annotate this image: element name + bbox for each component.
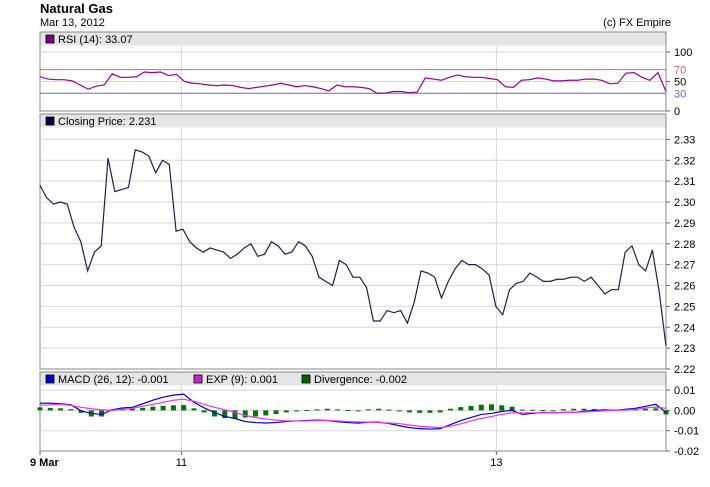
series-line (39, 71, 667, 94)
divergence-bar (550, 410, 556, 412)
y-tick-label: 2.31 (674, 176, 695, 188)
divergence-bar (99, 410, 105, 417)
divergence-bar (150, 406, 156, 411)
divergence-bar (417, 410, 423, 413)
divergence-bar (273, 410, 279, 415)
legend-label: MACD (26, 12): -0.001 (58, 374, 169, 386)
y-tick-label: 2.22 (674, 364, 695, 376)
divergence-bar (355, 410, 361, 412)
divergence-bar (314, 409, 320, 411)
divergence-bar (376, 408, 382, 411)
legend-label: RSI (14): 33.07 (58, 34, 133, 46)
y-tick-label: 0.01 (674, 385, 695, 397)
y-tick-label: -0.01 (674, 426, 699, 438)
divergence-bar (222, 410, 228, 419)
y-tick-label: 2.28 (674, 239, 695, 251)
panel-legend-strip (40, 114, 666, 128)
y-tick-label: 2.32 (674, 155, 695, 167)
legend-label: Divergence: -0.002 (314, 374, 407, 386)
divergence-bar (560, 409, 566, 411)
divergence-bar (571, 408, 577, 411)
divergence-bar (78, 410, 84, 413)
divergence-bar (211, 410, 217, 417)
panel-legend-strip (40, 32, 666, 46)
chart-credit: (c) FX Empire (603, 17, 671, 29)
divergence-bar (653, 408, 659, 411)
divergence-bar (458, 407, 464, 411)
y-tick-label: 2.27 (674, 260, 695, 272)
legend-label: Closing Price: 2.231 (58, 116, 156, 128)
divergence-bar (365, 409, 371, 411)
divergence-bar (324, 408, 330, 411)
divergence-bar (160, 405, 166, 411)
divergence-bar (406, 410, 412, 413)
y-tick-label: -0.02 (674, 446, 699, 458)
divergence-bar (170, 405, 176, 411)
divergence-bar (581, 408, 587, 411)
divergence-bar (181, 405, 187, 411)
divergence-bar (304, 409, 310, 411)
divergence-bar (232, 410, 238, 419)
legend-label: EXP (9): 0.001 (206, 374, 278, 386)
divergence-bar (58, 408, 64, 411)
divergence-bar (386, 409, 392, 411)
divergence-bar (129, 408, 135, 411)
divergence-bar (519, 409, 525, 411)
divergence-bar (642, 408, 648, 411)
y-tick-label: 2.33 (674, 134, 695, 146)
divergence-bar (396, 410, 402, 412)
divergence-bar (540, 409, 546, 411)
legend-swatch (193, 374, 203, 384)
divergence-bar (68, 409, 74, 411)
rsi-guide-label: 70 (674, 65, 686, 77)
divergence-bar (591, 408, 597, 411)
chart-title: Natural Gas (40, 1, 113, 16)
divergence-bar (191, 408, 197, 411)
x-tick-label: 9 Mar (30, 457, 59, 469)
y-tick-label: 2.30 (674, 197, 695, 209)
y-tick-label: 0.00 (674, 405, 695, 417)
divergence-bar (447, 408, 453, 411)
divergence-bar (140, 407, 146, 411)
divergence-bar (201, 410, 207, 413)
divergence-bar (242, 410, 248, 418)
divergence-bar (345, 409, 351, 411)
divergence-bar (437, 410, 443, 413)
y-tick-label: 50 (674, 76, 686, 88)
y-tick-label: 2.26 (674, 281, 695, 293)
legend-swatch (45, 34, 55, 44)
divergence-bar (530, 409, 536, 411)
y-tick-label: 100 (674, 47, 692, 59)
divergence-bar (253, 410, 259, 417)
divergence-bar (47, 407, 53, 411)
divergence-bar (468, 405, 474, 411)
series-line (39, 149, 667, 347)
chart-date: Mar 13, 2012 (40, 17, 105, 29)
y-tick-label: 2.29 (674, 218, 695, 230)
divergence-bar (283, 410, 289, 413)
divergence-bar (509, 406, 515, 411)
y-tick-label: 0 (674, 106, 680, 118)
divergence-bar (37, 407, 43, 411)
divergence-bar (489, 404, 495, 411)
divergence-bar (478, 404, 484, 411)
divergence-bar (499, 405, 505, 411)
y-tick-label: 2.23 (674, 343, 695, 355)
panel-frame (39, 113, 667, 370)
rsi-guide-label: 30 (674, 88, 686, 100)
legend-swatch (301, 374, 311, 384)
legend-swatch (45, 116, 55, 126)
divergence-bar (427, 410, 433, 413)
series-line (39, 398, 667, 429)
divergence-bar (263, 410, 269, 416)
y-tick-label: 2.24 (674, 322, 695, 334)
divergence-bar (335, 409, 341, 411)
divergence-bar (294, 410, 300, 412)
legend-swatch (45, 374, 55, 384)
x-tick-label: 11 (176, 457, 187, 469)
y-tick-label: 2.25 (674, 301, 695, 313)
x-tick-label: 13 (490, 457, 502, 469)
